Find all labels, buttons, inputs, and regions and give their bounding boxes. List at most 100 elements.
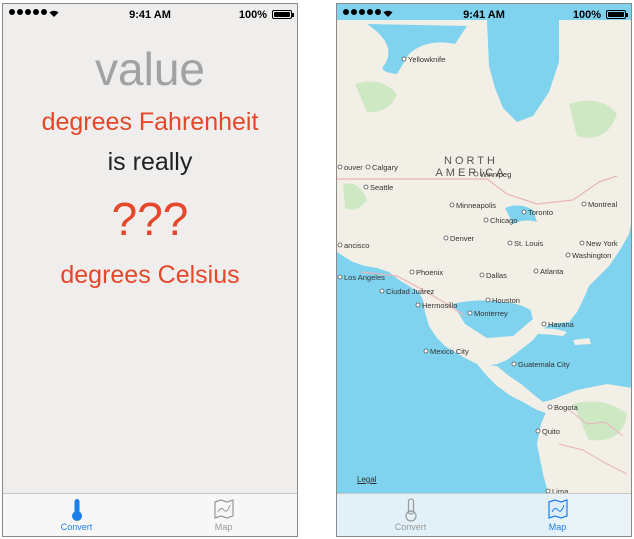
city-marker-monterrey[interactable]: Monterrey — [467, 309, 508, 318]
city-label: Dallas — [486, 271, 507, 280]
city-dot — [449, 202, 455, 208]
city-marker-bogota[interactable]: Bogota — [547, 403, 579, 412]
map-screen: NORTH AMERICA Yellowknife Calgary ouver Sea… — [336, 3, 632, 537]
city-marker-phoenix[interactable]: Phoenix — [409, 268, 443, 277]
tab-map[interactable]: Map — [150, 494, 297, 536]
city-marker-dallas[interactable]: Dallas — [479, 271, 507, 280]
city-dot — [337, 164, 343, 170]
status-time: 9:41 AM — [129, 9, 171, 21]
city-dot — [507, 240, 513, 246]
forest-patch — [355, 81, 397, 113]
battery-icon — [272, 10, 294, 19]
tab-map[interactable]: Map — [484, 494, 631, 536]
city-marker-hermosillo[interactable]: Hermosillo — [415, 301, 457, 310]
city-marker-calgary[interactable]: Calgary — [365, 163, 398, 172]
city-marker-st-louis[interactable]: St. Louis — [507, 239, 543, 248]
forest-patch — [343, 183, 367, 210]
city-dot — [415, 302, 421, 308]
city-marker-new-york[interactable]: New York — [579, 239, 618, 248]
city-label: Seattle — [370, 183, 393, 192]
city-label: Denver — [450, 234, 475, 243]
border-us-canada — [337, 175, 618, 205]
forest-patch — [569, 100, 617, 138]
continent-label: NORTH — [444, 155, 498, 167]
convert-screen: 9:41 AM 100% value degrees Fahrenheit is… — [2, 3, 298, 537]
hudson-bay — [487, 20, 559, 122]
map-icon — [213, 499, 234, 519]
city-marker-atlanta[interactable]: Atlanta — [533, 267, 564, 276]
signal-icon — [9, 9, 47, 15]
tab-bar: Convert Map — [337, 493, 631, 536]
city-dot — [363, 184, 369, 190]
city-dot — [479, 272, 485, 278]
city-marker-houston[interactable]: Houston — [485, 296, 520, 305]
city-label: Houston — [492, 296, 520, 305]
city-dot — [511, 361, 517, 367]
city-marker-denver[interactable]: Denver — [443, 234, 475, 243]
city-marker-havana[interactable]: Havana — [541, 320, 575, 329]
tab-map-label: Map — [548, 522, 567, 532]
border-us-mexico — [360, 271, 466, 317]
city-marker-montreal[interactable]: Montreal — [581, 200, 618, 209]
city-label: New York — [586, 239, 618, 248]
status-bar: 9:41 AM 100% — [337, 4, 631, 26]
city-label: Hermosillo — [422, 301, 457, 310]
arctic-water — [367, 24, 467, 74]
value-input[interactable]: value — [95, 43, 205, 95]
map-view[interactable]: NORTH AMERICA Yellowknife Calgary ouver Sea… — [337, 4, 632, 537]
celsius-label: degrees Celsius — [60, 261, 240, 289]
celsius-result: ??? — [111, 193, 189, 245]
status-time: 9:41 AM — [463, 9, 505, 21]
wifi-icon — [383, 10, 393, 17]
city-marker-seattle[interactable]: Seattle — [363, 183, 393, 192]
city-label: Bogota — [554, 403, 579, 412]
wifi-icon — [49, 10, 59, 17]
city-label: Phoenix — [416, 268, 443, 277]
city-marker-winnipeg[interactable]: Winnipeg — [473, 170, 511, 179]
city-label: Minneapolis — [456, 201, 496, 210]
city-dot — [379, 288, 385, 294]
city-marker-mexico-city[interactable]: Mexico City — [423, 347, 469, 356]
city-marker-los-angeles[interactable]: Los Angeles — [337, 273, 385, 282]
city-label: Montreal — [588, 200, 618, 209]
signal-icon — [343, 9, 381, 15]
tab-convert[interactable]: Convert — [3, 494, 150, 536]
tab-convert[interactable]: Convert — [337, 494, 484, 536]
city-marker-guatemala-city[interactable]: Guatemala City — [511, 360, 570, 369]
city-dot — [483, 217, 489, 223]
city-dot — [423, 348, 429, 354]
city-marker-minneapolis[interactable]: Minneapolis — [449, 201, 496, 210]
tab-convert-label: Convert — [60, 522, 93, 532]
city-dot — [535, 428, 541, 434]
tab-convert-label: Convert — [394, 522, 427, 532]
city-label: ouver — [344, 163, 363, 172]
city-dot — [533, 268, 539, 274]
city-dot — [547, 404, 553, 410]
tab-bar: Convert Map — [3, 493, 297, 536]
city-dot — [521, 209, 527, 215]
city-label: Washington — [572, 251, 611, 260]
city-dot — [579, 240, 585, 246]
status-bar: 9:41 AM 100% — [3, 4, 297, 26]
city-label: Yellowknife — [408, 55, 445, 64]
city-marker-washington[interactable]: Washington — [565, 251, 611, 260]
city-label: Toronto — [528, 208, 553, 217]
city-marker-chicago[interactable]: Chicago — [483, 216, 518, 225]
legal-link[interactable]: Legal — [357, 475, 377, 484]
city-label: Mexico City — [430, 347, 469, 356]
city-marker-yellowknife[interactable]: Yellowknife — [401, 55, 445, 64]
great-lakes — [505, 205, 537, 224]
city-label: Ciudad Juárez — [386, 287, 435, 296]
city-marker-quito[interactable]: Quito — [535, 427, 560, 436]
gulf-of-mexico — [453, 300, 537, 338]
city-marker-vancouver[interactable]: ouver — [337, 163, 363, 172]
city-label: Quito — [542, 427, 560, 436]
city-marker-ciudad-juarez[interactable]: Ciudad Juárez — [379, 287, 435, 296]
city-marker-san-francisco[interactable]: ancisco — [337, 241, 369, 250]
city-label: Calgary — [372, 163, 398, 172]
city-label: ancisco — [344, 241, 369, 250]
city-label: Lima — [552, 487, 569, 496]
city-marker-toronto[interactable]: Toronto — [521, 208, 553, 217]
city-dot — [409, 269, 415, 275]
forest-patch — [573, 401, 627, 441]
